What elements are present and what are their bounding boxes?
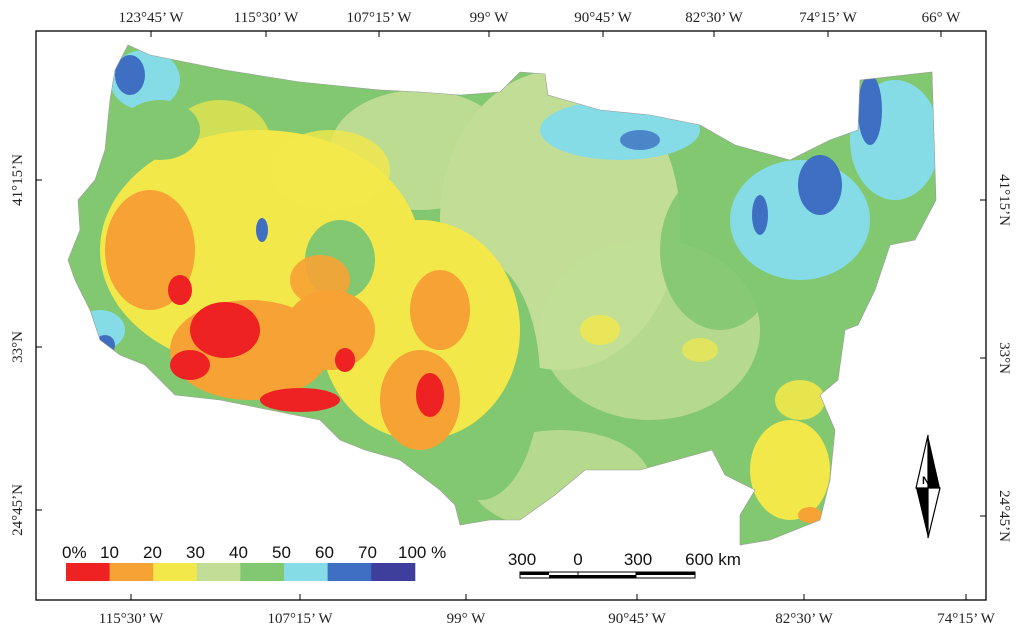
bottom-lon-label: 115°30’ W: [99, 611, 164, 627]
legend-label: 40: [229, 543, 248, 562]
legend-label: 20: [143, 543, 162, 562]
map-frame: [35, 30, 987, 601]
bottom-lon-label: 74°15’ W: [937, 611, 995, 627]
frame-ticks: [36, 31, 986, 600]
legend-swatch: [153, 563, 198, 581]
left-lat-label: 41°15’N: [10, 154, 26, 206]
right-lat-label: 33°N: [996, 342, 1012, 374]
scale-bar: 300 0 300 600 km: [508, 550, 741, 579]
legend-color-bar: [66, 563, 416, 581]
legend-swatch: [196, 563, 241, 581]
top-lon-label: 123°45’ W: [118, 10, 184, 26]
bottom-lon-label: 107°15’ W: [267, 611, 333, 627]
legend-labels: 0% 10 20 30 40 50 60 70 100 %: [62, 543, 446, 562]
legend-label: 60: [315, 543, 334, 562]
bottom-lon-label: 99° W: [447, 611, 486, 627]
scale-label: 600 km: [685, 550, 741, 569]
legend: 0% 10 20 30 40 50 60 70 100 %: [62, 543, 446, 581]
legend-label: 50: [272, 543, 291, 562]
bottom-lon-label: 82°30’ W: [775, 611, 833, 627]
legend-swatch: [109, 563, 154, 581]
scale-label: 300: [624, 550, 652, 569]
top-lon-label: 82°30’ W: [685, 10, 743, 26]
value-raster: [68, 45, 936, 545]
left-lat-label: 33°N: [10, 331, 26, 363]
top-lon-label: 99° W: [470, 10, 509, 26]
top-lon-label: 115°30’ W: [234, 10, 299, 26]
left-latitude-labels: 41°15’N 33°N 24°45’N: [10, 154, 26, 536]
top-lon-label: 107°15’ W: [346, 10, 412, 26]
north-label: N: [922, 475, 930, 487]
right-latitude-labels: 41°15’N 33°N 24°45’N: [996, 174, 1012, 542]
legend-label: 30: [186, 543, 205, 562]
north-arrow-icon: N: [915, 434, 941, 539]
top-lon-label: 74°15’ W: [799, 10, 857, 26]
scale-label: 0: [573, 550, 582, 569]
legend-label: 100 %: [398, 543, 446, 562]
legend-label: 0%: [62, 543, 87, 562]
legend-label: 10: [100, 543, 119, 562]
top-longitude-labels: 123°45’ W 115°30’ W 107°15’ W 99° W 90°4…: [118, 10, 961, 26]
top-lon-label: 66° W: [922, 10, 961, 26]
scale-label: 300: [508, 550, 536, 569]
top-lon-label: 90°45’ W: [574, 10, 632, 26]
legend-swatch: [66, 563, 111, 581]
bottom-longitude-labels: 115°30’ W 107°15’ W 99° W 90°45’ W 82°30…: [99, 611, 996, 627]
legend-swatch: [284, 563, 329, 581]
right-lat-label: 24°45’N: [996, 490, 1012, 542]
legend-swatch: [240, 563, 285, 581]
left-lat-label: 24°45’N: [10, 484, 26, 536]
legend-swatch: [327, 563, 372, 581]
bottom-lon-label: 90°45’ W: [608, 611, 666, 627]
right-lat-label: 41°15’N: [996, 174, 1012, 226]
legend-swatch: [371, 563, 416, 581]
legend-label: 70: [358, 543, 377, 562]
